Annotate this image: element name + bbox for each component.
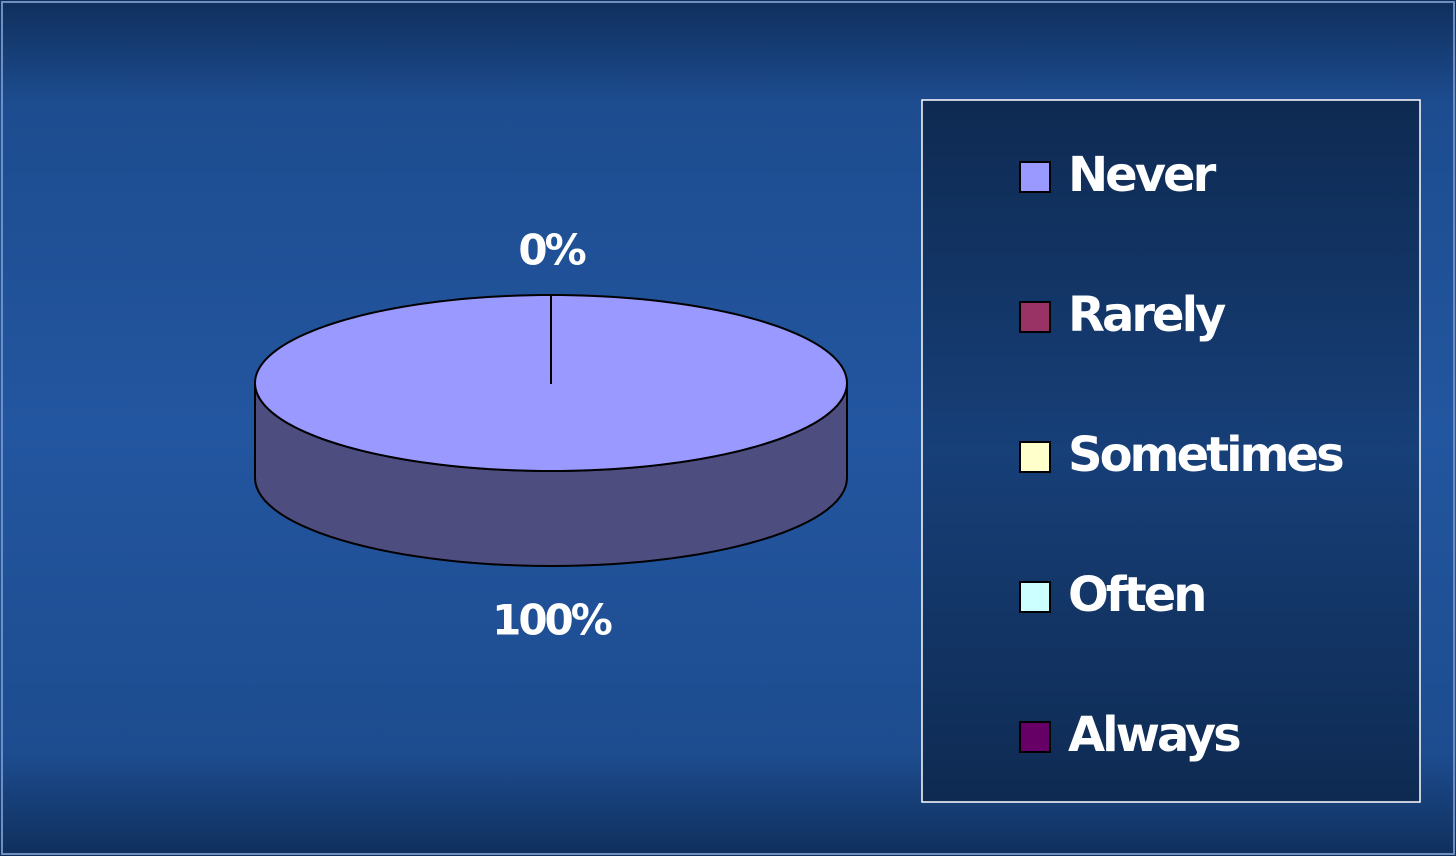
legend-swatch [1019, 581, 1051, 613]
legend-label: Never [1068, 147, 1217, 203]
legend-swatch [1019, 721, 1051, 753]
data-label: 0% [518, 226, 585, 275]
legend-label: Rarely [1068, 287, 1226, 343]
legend-label: Always [1068, 707, 1240, 763]
data-label: 100% [492, 596, 612, 645]
legend-swatch [1019, 441, 1051, 473]
legend-swatch [1019, 161, 1051, 193]
legend-label: Sometimes [1068, 427, 1343, 483]
legend-box [921, 99, 1421, 803]
legend-label: Often [1068, 567, 1204, 623]
legend-swatch [1019, 301, 1051, 333]
